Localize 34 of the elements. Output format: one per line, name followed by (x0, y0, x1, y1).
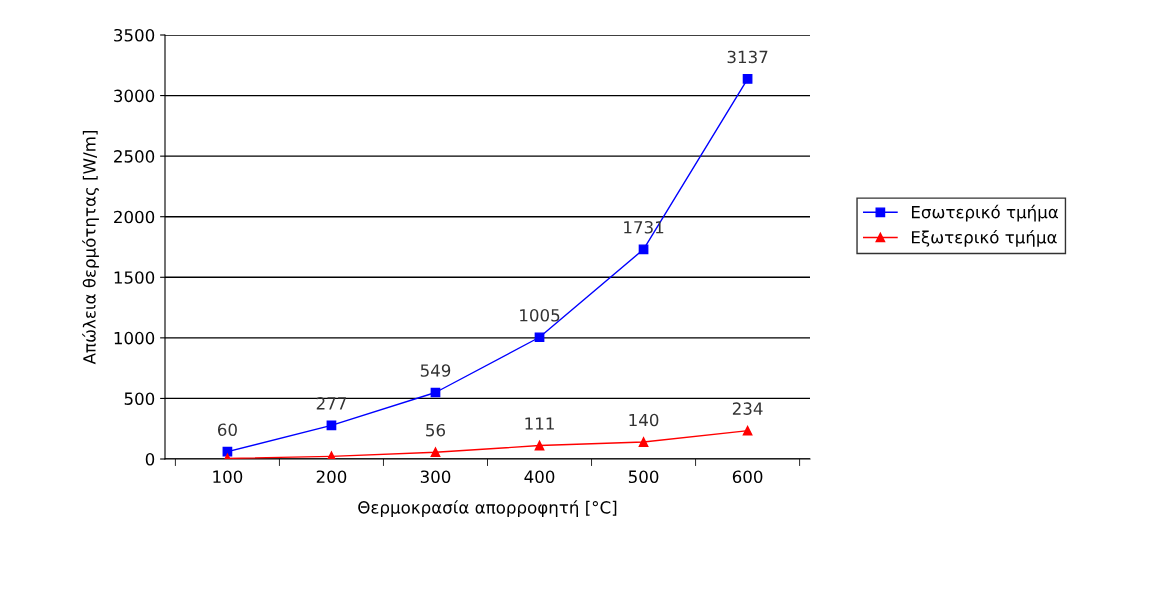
y-tick-label: 0 (145, 452, 155, 466)
y-tick-label: 3000 (114, 89, 155, 103)
point (638, 244, 649, 255)
data-label: 277 (316, 397, 346, 410)
point (638, 437, 649, 447)
point (742, 425, 753, 436)
data-label: 140 (629, 413, 659, 427)
point (742, 74, 753, 84)
data-label: 60 (217, 423, 237, 436)
x-tick-label: 400 (524, 470, 555, 484)
x-axis-title: Θερμοκρασία απορροφητή [°C] (358, 500, 617, 517)
x-tick-label: 600 (732, 470, 763, 484)
point (534, 332, 545, 343)
point (534, 440, 545, 451)
data-label: 111 (525, 417, 554, 430)
data-label: 234 (732, 402, 763, 415)
y-tick-label: 1500 (114, 271, 155, 284)
data-label: 549 (420, 364, 451, 377)
y-tick-label: 2500 (114, 150, 155, 163)
x-tick-label: 200 (316, 470, 347, 484)
data-label: 3137 (727, 50, 768, 64)
data-label: 1005 (520, 308, 560, 322)
y-tick-label: 2000 (114, 210, 155, 224)
legend-label: Εσωτερικό τμήμα (912, 204, 1058, 222)
y-tick-label: 3500 (114, 28, 155, 42)
y-tick-label: 500 (124, 392, 155, 405)
point (430, 447, 441, 458)
x-tick-label: 300 (420, 470, 451, 484)
x-tick-label: 100 (213, 470, 243, 484)
legend-label: Εξωτερικό τμήμα (912, 229, 1057, 247)
x-tick-label: 500 (628, 470, 659, 484)
y-axis-title: Απώλεια θερμότητας [W/m] (82, 131, 99, 365)
data-label: 56 (426, 423, 446, 437)
y-tick-label: 1000 (114, 331, 155, 345)
